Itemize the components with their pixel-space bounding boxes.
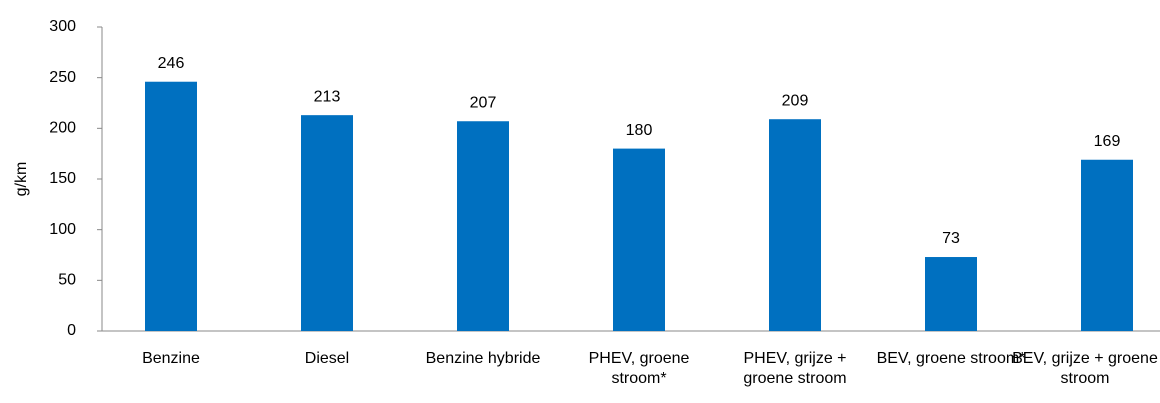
y-tick-label: 200 — [49, 120, 76, 137]
bar — [457, 121, 509, 332]
bar — [769, 119, 821, 331]
y-tick-label: 150 — [49, 170, 76, 187]
x-tick-label: Benzine — [142, 350, 200, 367]
y-tick-label: 50 — [58, 272, 76, 289]
x-tick-label: Diesel — [304, 350, 350, 367]
y-tick-label: 250 — [49, 69, 76, 86]
x-tick-label: PHEV, grijze + groene stroom — [743, 350, 847, 387]
bar — [1081, 159, 1133, 331]
value-label: 169 — [1094, 133, 1121, 150]
y-axis-title: g/km — [13, 162, 30, 197]
y-tick-label: 100 — [49, 221, 76, 238]
bar — [613, 148, 665, 331]
value-label: 180 — [626, 122, 653, 139]
value-label: 73 — [942, 230, 960, 247]
value-label: 246 — [158, 55, 185, 72]
y-tick-label: 300 — [49, 18, 76, 35]
value-label: 207 — [470, 94, 497, 111]
bar — [925, 257, 977, 331]
bar — [301, 115, 353, 331]
bar — [145, 81, 197, 331]
value-label: 209 — [782, 92, 809, 109]
x-tick-label: Benzine hybride — [425, 350, 541, 367]
y-tick-label: 0 — [67, 322, 76, 339]
value-label: 213 — [314, 88, 341, 105]
x-tick-label: PHEV, groene stroom* — [588, 350, 690, 387]
x-tick-label: BEV, groene stroom* — [876, 350, 1026, 367]
x-tick-label: BEV, grijze + groene stroom — [1012, 350, 1158, 387]
